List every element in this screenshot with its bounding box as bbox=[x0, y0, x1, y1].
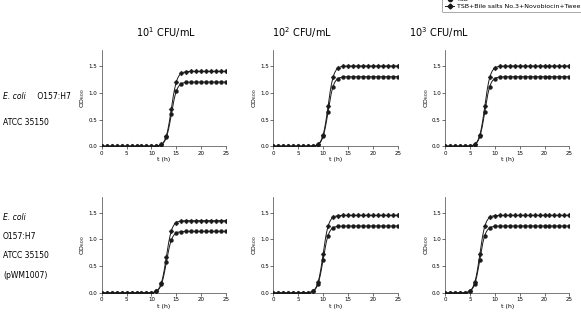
Text: (pWM1007): (pWM1007) bbox=[3, 271, 47, 280]
X-axis label: t (h): t (h) bbox=[157, 304, 170, 308]
Y-axis label: OD$_{600}$: OD$_{600}$ bbox=[78, 88, 87, 108]
X-axis label: t (h): t (h) bbox=[329, 304, 342, 308]
Y-axis label: OD$_{600}$: OD$_{600}$ bbox=[422, 235, 431, 255]
X-axis label: t (h): t (h) bbox=[501, 157, 514, 162]
Text: E. coli: E. coli bbox=[3, 213, 26, 222]
Text: ATCC 35150: ATCC 35150 bbox=[3, 251, 49, 260]
Text: 10$^3$ CFU/mL: 10$^3$ CFU/mL bbox=[408, 25, 469, 40]
Text: E. coli: E. coli bbox=[3, 92, 26, 101]
X-axis label: t (h): t (h) bbox=[157, 157, 170, 162]
Y-axis label: OD$_{600}$: OD$_{600}$ bbox=[78, 235, 87, 255]
Y-axis label: OD$_{600}$: OD$_{600}$ bbox=[250, 235, 259, 255]
Text: O157:H7: O157:H7 bbox=[35, 92, 71, 101]
Text: ATCC 35150: ATCC 35150 bbox=[3, 118, 49, 127]
Y-axis label: OD$_{600}$: OD$_{600}$ bbox=[250, 88, 259, 108]
X-axis label: t (h): t (h) bbox=[329, 157, 342, 162]
X-axis label: t (h): t (h) bbox=[501, 304, 514, 308]
Text: 10$^1$ CFU/mL: 10$^1$ CFU/mL bbox=[135, 25, 196, 40]
Legend: TSB, TSB+Bile salts No.3+Novobiocin+Tween 20: TSB, TSB+Bile salts No.3+Novobiocin+Twee… bbox=[442, 0, 581, 12]
Text: O157:H7: O157:H7 bbox=[3, 232, 37, 241]
Y-axis label: OD$_{600}$: OD$_{600}$ bbox=[422, 88, 431, 108]
Text: 10$^2$ CFU/mL: 10$^2$ CFU/mL bbox=[272, 25, 332, 40]
